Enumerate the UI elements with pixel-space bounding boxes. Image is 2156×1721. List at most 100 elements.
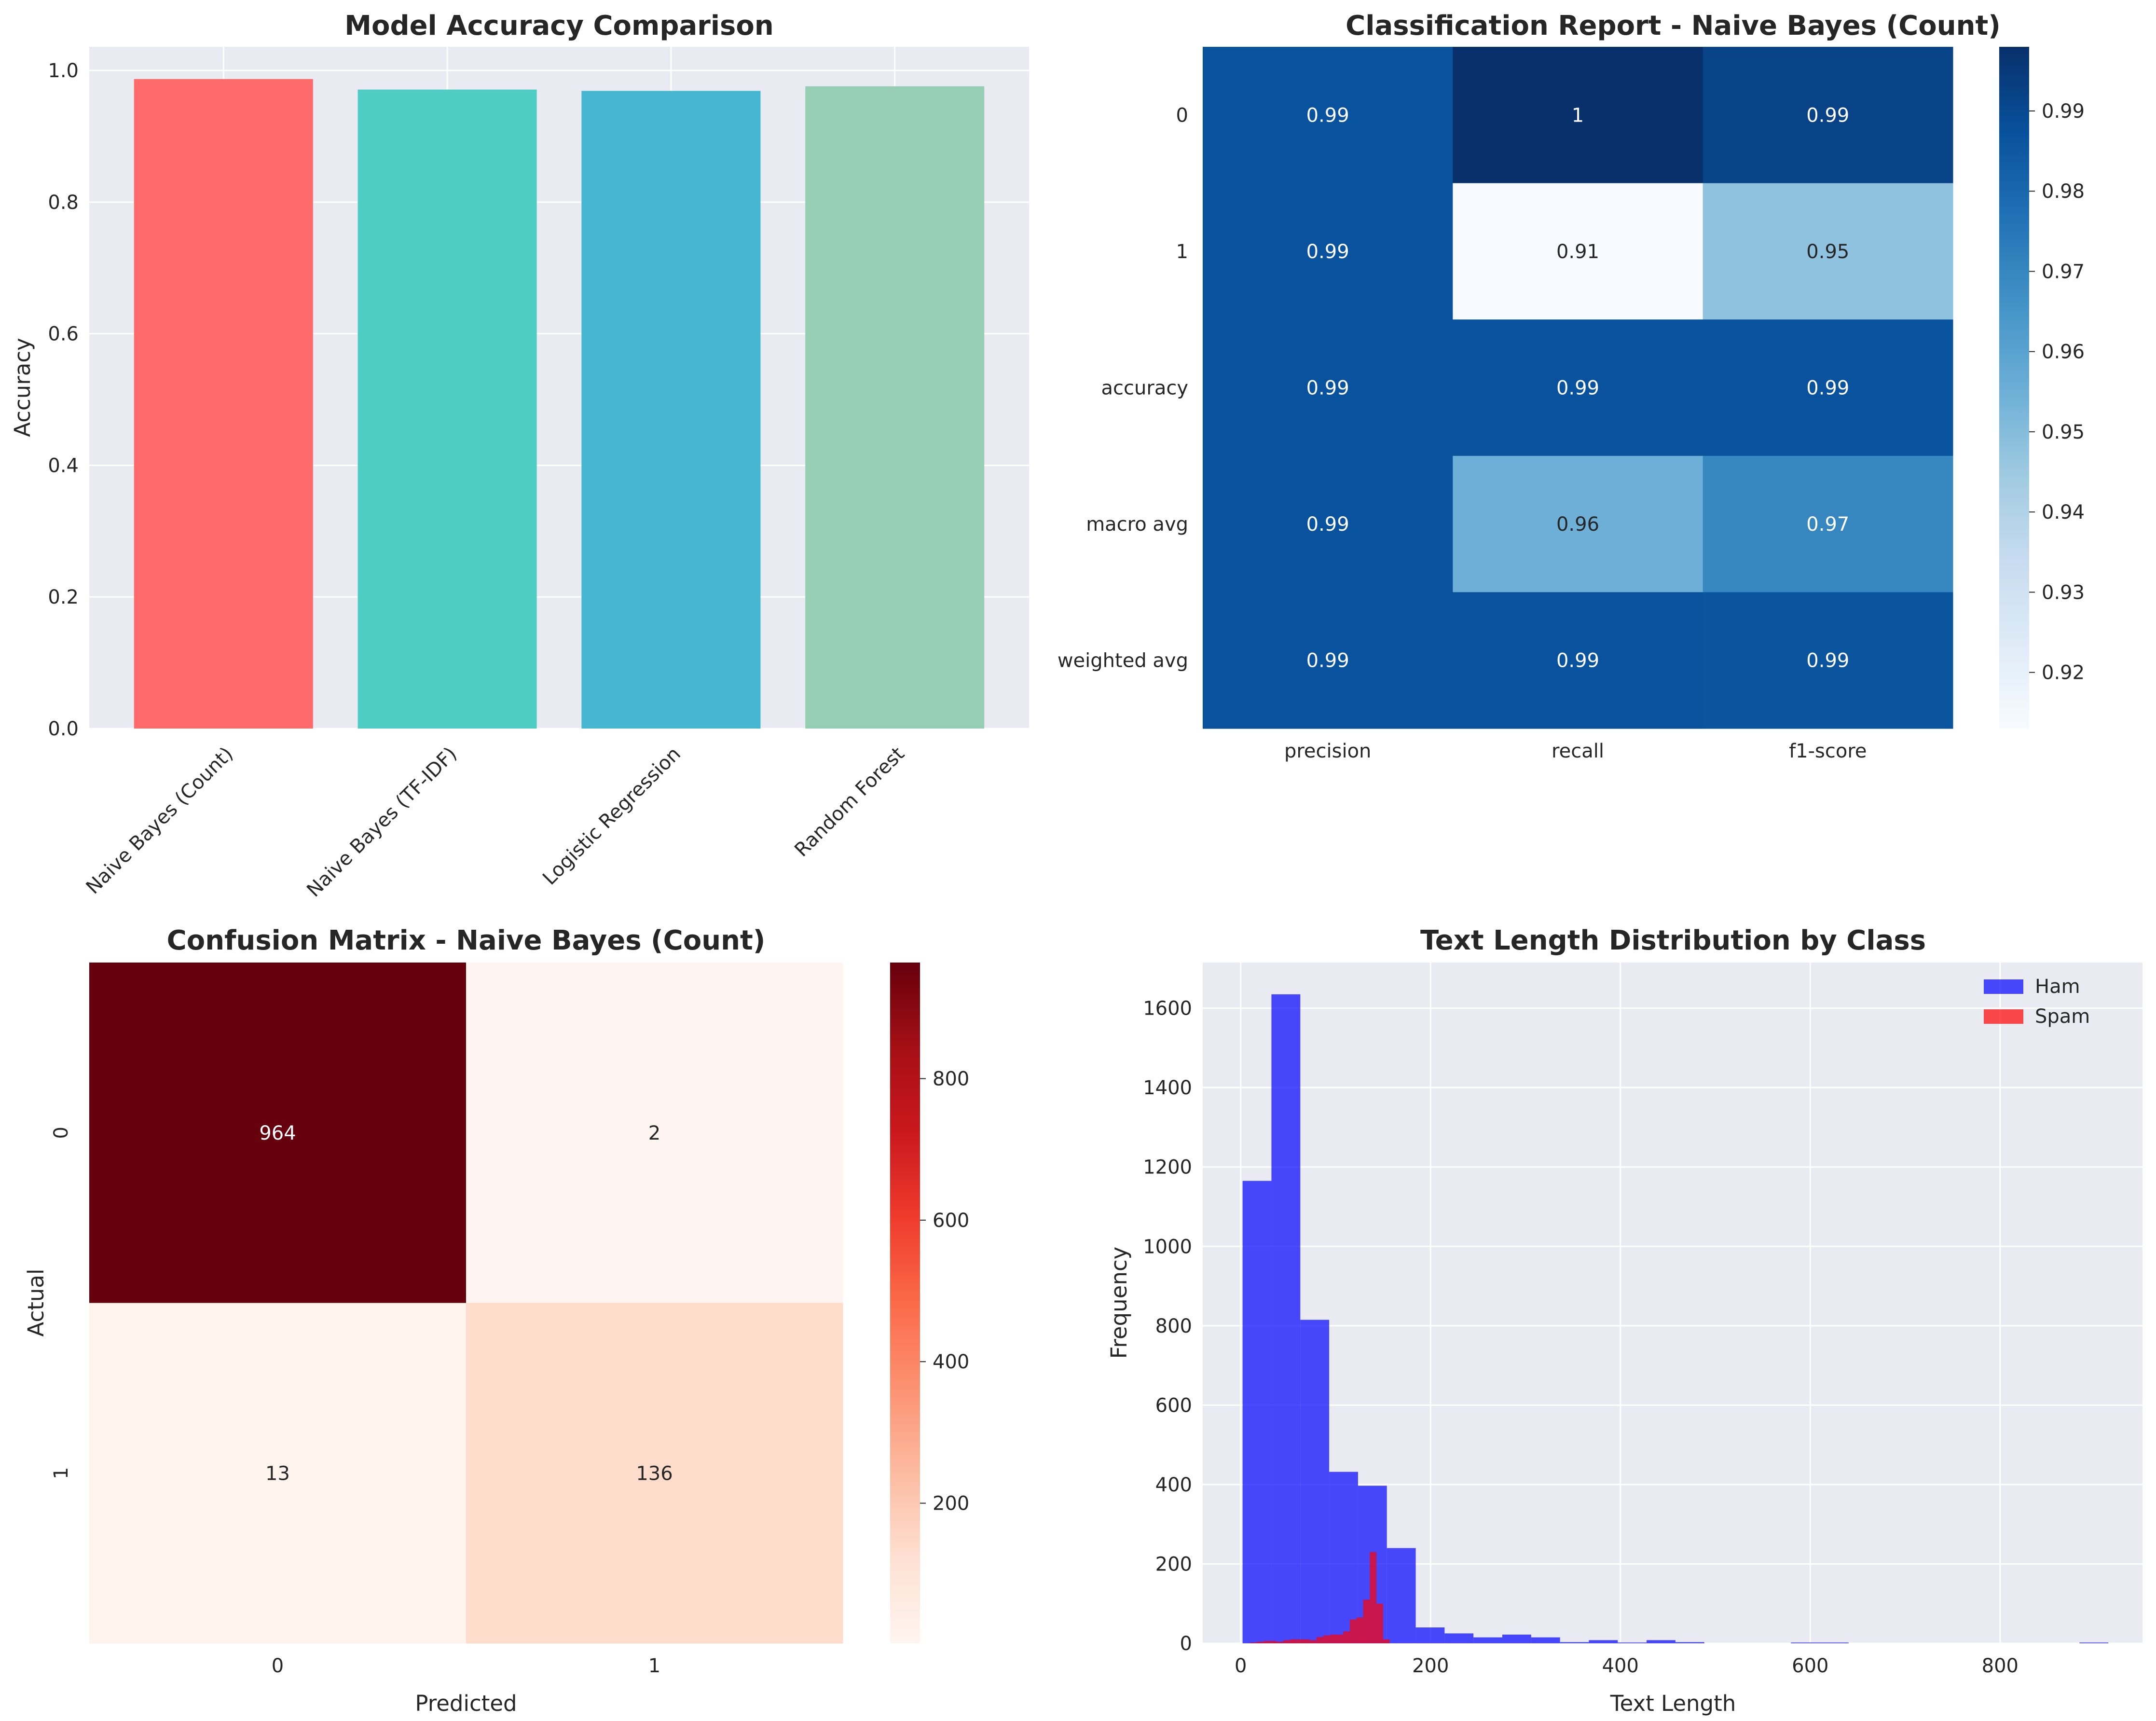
hist-bar-spam — [1323, 1635, 1330, 1643]
report-cell — [1453, 47, 1703, 184]
report-cell-label: 0.99 — [1806, 104, 1849, 126]
report-cell-label: 0.91 — [1556, 241, 1599, 263]
bar-naive-bayes-count — [134, 79, 313, 729]
hist-x-axis-label: Text Length — [1610, 1691, 1736, 1716]
hist-title: Text Length Distribution by Class — [1420, 925, 1926, 956]
hist-bar-spam — [1250, 1642, 1257, 1643]
hist-bar-ham — [1647, 1640, 1675, 1643]
report-cell-label: 0.99 — [1306, 513, 1349, 536]
hist-bar-ham — [1242, 1181, 1272, 1643]
confusion-cell — [466, 963, 843, 1303]
hist-bar-ham — [1415, 1627, 1445, 1643]
report-row-label: 1 — [1176, 241, 1188, 263]
hist-bar-spam — [1356, 1617, 1363, 1643]
hist-bar-spam — [1370, 1552, 1377, 1643]
confusion-colorbar-ticks: 200 400 600 800 — [920, 1068, 969, 1515]
hist-y-axis-label: Frequency — [1106, 1247, 1132, 1359]
confusion-colorbar-tick-label: 200 — [933, 1493, 969, 1515]
report-colorbar-ticks: 0.92 0.93 0.94 0.95 0.96 0.97 0.98 0.99 — [2029, 100, 2085, 684]
confusion-cell-label: 136 — [636, 1462, 673, 1485]
hist-bar-spam — [1383, 1639, 1390, 1643]
hist-bar-spam — [1257, 1641, 1263, 1643]
hist-bar-spam — [1376, 1603, 1383, 1643]
hist-bar-ham — [1300, 1320, 1330, 1643]
report-row-label: macro avg — [1086, 513, 1188, 536]
report-cell — [1203, 183, 1453, 320]
hist-bar-spam — [1363, 1599, 1370, 1643]
confusion-column-label: 1 — [648, 1655, 660, 1677]
report-colorbar-tick-label: 0.95 — [2042, 421, 2085, 443]
report-cell-label: 0.95 — [1806, 241, 1849, 263]
hist-x-tick-label: 600 — [1792, 1655, 1828, 1677]
accuracy-bar-chart: 0.00.20.40.60.81.0 Naive Bayes (Count) Na… — [10, 10, 1029, 901]
hist-bar-ham — [1271, 994, 1301, 1643]
bar-y-tick-label: 0.0 — [48, 718, 79, 740]
legend-ham-label: Ham — [2035, 976, 2080, 998]
hist-y-tick-label: 1200 — [1143, 1157, 1192, 1179]
hist-x-tick-label: 0 — [1235, 1655, 1247, 1677]
confusion-colorbar-tick-label: 800 — [933, 1068, 969, 1090]
hist-bar-ham — [1618, 1642, 1647, 1643]
hist-bar-spam — [1336, 1634, 1344, 1643]
confusion-row-labels: 01 — [50, 1127, 72, 1479]
report-cell — [1703, 183, 1953, 320]
hist-x-tick-label: 800 — [1982, 1655, 2019, 1677]
report-cells: 0.99 1 0.99 0.99 0.91 0.95 0.99 0.99 0.99 0.99 0.9… — [1203, 47, 1953, 729]
hist-bar-spam — [1283, 1640, 1291, 1643]
bar-y-tick-label: 0.4 — [48, 454, 79, 477]
bar-logistic-regression — [581, 91, 761, 729]
hist-y-tick-label: 1000 — [1143, 1236, 1192, 1258]
hist-y-tick-label: 0 — [1180, 1633, 1192, 1655]
bar-y-tick-label: 0.6 — [48, 323, 79, 345]
hist-bar-spam — [1263, 1641, 1270, 1643]
hist-bar-spam — [1303, 1639, 1310, 1643]
bar-y-ticks: 0.0 0.2 0.4 0.6 0.8 1.0 — [48, 60, 79, 740]
hist-x-ticks: 0 200 400 600 800 — [1235, 1655, 2019, 1677]
report-cell-label: 0.99 — [1306, 104, 1349, 126]
report-colorbar-tick-label: 0.96 — [2042, 341, 2085, 363]
bar-y-axis-label: Accuracy — [10, 338, 35, 437]
report-row-label: accuracy — [1101, 377, 1188, 399]
hist-y-ticks: 0 200 400 600 800 1000 1200 1400 1600 — [1143, 998, 1192, 1655]
report-cell-label: 0.96 — [1556, 513, 1599, 536]
hist-y-tick-label: 1600 — [1143, 998, 1192, 1020]
hist-bar-ham — [1473, 1637, 1502, 1643]
classification-report-heatmap: 0.99 1 0.99 0.99 0.91 0.95 0.99 0.99 0.99 0.99 0.9… — [1057, 10, 2085, 762]
hist-y-tick-label: 200 — [1155, 1553, 1192, 1575]
report-cell — [1703, 47, 1953, 184]
report-cell — [1453, 455, 1703, 592]
legend-ham-swatch — [1984, 979, 2023, 994]
hist-gridlines — [1203, 963, 2142, 1644]
hist-bar-spam — [1296, 1639, 1304, 1643]
hist-bar-ham — [1444, 1633, 1474, 1643]
confusion-title: Confusion Matrix - Naive Bayes (Count) — [167, 925, 766, 956]
hist-bar-ham — [1819, 1642, 1849, 1643]
report-row-label: 0 — [1176, 104, 1188, 126]
hist-bar-spam — [1290, 1639, 1297, 1643]
text-length-histogram: 0 200 400 600 800 1000 1200 1400 1600 0 200 400 600… — [1106, 925, 2142, 1716]
report-cell-label: 1 — [1572, 104, 1584, 126]
hist-bar-spam — [1330, 1634, 1337, 1643]
hist-bar-spam — [1310, 1640, 1317, 1643]
report-colorbar-tick-label: 0.99 — [2042, 100, 2085, 123]
report-title: Classification Report - Naive Bayes (Cou… — [1346, 10, 2001, 41]
confusion-column-label: 0 — [272, 1655, 284, 1677]
report-cell — [1703, 592, 1953, 729]
confusion-cell-label: 964 — [259, 1122, 296, 1144]
bar-y-tick-label: 0.8 — [48, 192, 79, 214]
report-cell-label: 0.99 — [1306, 241, 1349, 263]
confusion-cell-label: 13 — [265, 1462, 290, 1485]
confusion-cell — [466, 1303, 843, 1644]
hist-legend: Ham Spam — [1984, 976, 2090, 1028]
bar-y-tick-label: 1.0 — [48, 60, 79, 82]
report-colorbar-tick-label: 0.92 — [2042, 662, 2085, 684]
report-cell — [1703, 455, 1953, 592]
report-colorbar-tick-label: 0.98 — [2042, 180, 2085, 203]
report-cell-label: 0.99 — [1806, 650, 1849, 672]
report-cell — [1203, 47, 1453, 184]
report-colorbar — [1999, 47, 2029, 729]
hist-bar-ham — [1502, 1634, 1531, 1643]
hist-bar-ham — [1387, 1548, 1416, 1643]
report-cell-label: 0.99 — [1306, 377, 1349, 399]
